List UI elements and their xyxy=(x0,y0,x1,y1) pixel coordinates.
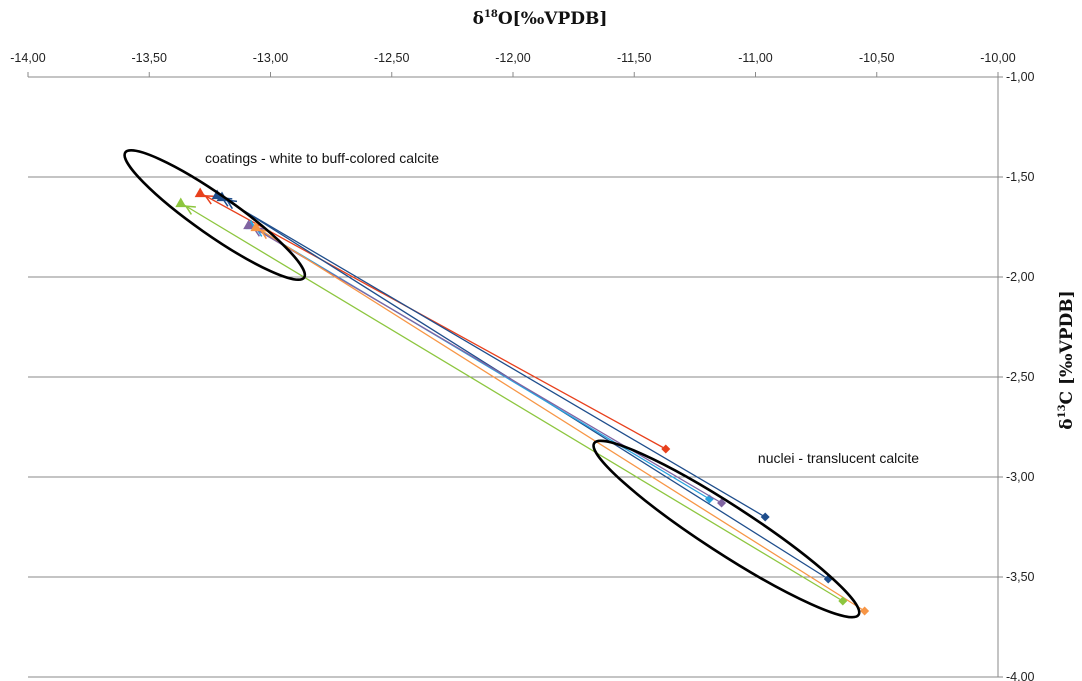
nucleus-marker xyxy=(761,513,770,522)
x-tick-label: -14,00 xyxy=(10,51,45,65)
nuclei-label: nuclei - translucent calcite xyxy=(758,450,919,466)
y-tick-label: -3,50 xyxy=(1006,570,1035,584)
coating-marker xyxy=(195,188,206,198)
annotation-ellipses xyxy=(114,136,872,635)
x-tick-label: -13,50 xyxy=(132,51,167,65)
annotations: coatings - white to buff-colored calcite… xyxy=(205,150,919,466)
series-5 xyxy=(243,220,726,508)
x-tick-labels: -14,00 -13,50 -13,00 -12,50 -12,00 -11,50 -11,… xyxy=(10,51,1015,65)
series-7 xyxy=(175,198,847,606)
x-tick-label: -11,50 xyxy=(617,51,652,65)
coating-marker xyxy=(175,198,186,208)
connector-line xyxy=(181,203,843,601)
series-group xyxy=(175,188,869,616)
connector-line xyxy=(256,227,865,611)
y-tick-label: -2,50 xyxy=(1006,370,1035,384)
series-2 xyxy=(212,190,770,522)
x-tick-label: -11,00 xyxy=(738,51,773,65)
y-tick-label: -1,00 xyxy=(1006,70,1035,84)
y-tick-labels: -1,00 -1,50 -2,00 -2,50 -3,00 -3,50 -4,00 xyxy=(1006,70,1035,681)
arrowhead xyxy=(186,206,196,214)
x-tick-label: -10,50 xyxy=(859,51,894,65)
nucleus-marker xyxy=(661,445,670,454)
coatings-label: coatings - white to buff-colored calcite xyxy=(205,150,439,166)
y-tick-label: -1,50 xyxy=(1006,170,1035,184)
y-tick-label: -2,00 xyxy=(1006,270,1035,284)
nucleus-marker xyxy=(838,597,847,606)
connector-line xyxy=(217,195,765,517)
x-tick-label: -12,00 xyxy=(495,51,530,65)
y-tick-label: -3,00 xyxy=(1006,470,1035,484)
y-tick-label: -4,00 xyxy=(1006,670,1035,681)
nucleus-marker xyxy=(860,607,869,616)
x-axis-title: δ18O[‰VPDB] xyxy=(473,9,608,29)
x-tick-label: -13,00 xyxy=(253,51,288,65)
axes xyxy=(28,72,1003,677)
y-axis-title: δ13C [‰VPDB] xyxy=(1057,290,1077,429)
series-1 xyxy=(195,188,671,454)
x-tick-label: -12,50 xyxy=(374,51,409,65)
x-tick-label: -10,00 xyxy=(980,51,1015,65)
